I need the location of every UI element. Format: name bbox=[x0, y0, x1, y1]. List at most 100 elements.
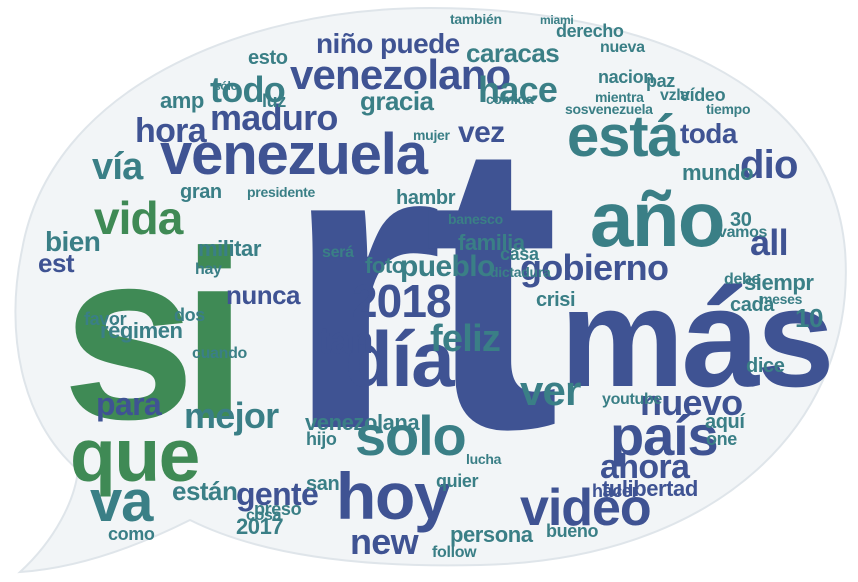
word-ver: ver bbox=[520, 367, 581, 414]
word-tambien: también bbox=[450, 11, 502, 27]
word-meses: meses bbox=[760, 291, 803, 307]
word-solo-small: sólo bbox=[214, 79, 238, 93]
speech-bubble-outline bbox=[14, 6, 847, 574]
word-all: all bbox=[750, 222, 789, 263]
word-bien: bien bbox=[45, 226, 101, 257]
word-mejor: mejor bbox=[184, 395, 279, 436]
word-video: video bbox=[520, 479, 652, 537]
word-militar: militar bbox=[198, 236, 261, 261]
word-cuando: cuando bbox=[192, 345, 247, 362]
word-one: one bbox=[706, 429, 737, 449]
word-favor: favor bbox=[84, 309, 127, 329]
word-mujer: mujer bbox=[413, 127, 450, 143]
word-caracas: caracas bbox=[466, 38, 560, 68]
word-dice: dice bbox=[746, 355, 785, 377]
word-paz: paz bbox=[646, 71, 675, 91]
word-toda: toda bbox=[680, 118, 737, 149]
word-como: como bbox=[108, 524, 155, 544]
word-banesco: banesco bbox=[448, 211, 503, 227]
word-tiempo: tiempo bbox=[706, 101, 751, 117]
word-foto: foto bbox=[365, 253, 405, 278]
word-vida: vida bbox=[94, 192, 183, 244]
word-hace: hace bbox=[478, 69, 558, 110]
word-mundo: mundo bbox=[682, 160, 754, 185]
word-aqui: aquí bbox=[705, 411, 745, 433]
word-ahora: ahora bbox=[600, 448, 690, 486]
word-dia: día bbox=[345, 315, 455, 403]
word-siempr: siempr bbox=[744, 270, 814, 295]
word-todo: todo bbox=[210, 69, 286, 110]
word-comida: comida bbox=[486, 91, 534, 107]
word-rt: rt bbox=[284, 56, 560, 514]
word-solo: solo bbox=[355, 404, 467, 467]
word-hambr: hambr bbox=[396, 187, 456, 209]
word-venezolano: venezolano bbox=[290, 51, 511, 98]
word-pais: país bbox=[610, 404, 719, 467]
word-luz: luz bbox=[262, 91, 286, 111]
word-tulibertad: tulibertad bbox=[602, 476, 698, 501]
word-regimen: régimen bbox=[100, 318, 183, 343]
word-quier: quier bbox=[436, 471, 479, 491]
word-sosvenezuela: sosvenezuela bbox=[565, 101, 653, 117]
word-esta: está bbox=[567, 104, 680, 169]
word-via-left: vía bbox=[92, 146, 143, 188]
word-estan: están bbox=[172, 476, 238, 506]
word-2017: 2017 bbox=[236, 514, 284, 539]
word-ano: año bbox=[590, 175, 726, 263]
word-gran: gran bbox=[180, 181, 222, 203]
word-amp: amp bbox=[160, 88, 204, 113]
word-esto: esto bbox=[248, 47, 288, 69]
word-casa: casa bbox=[500, 244, 539, 264]
word-sera: será bbox=[322, 244, 354, 261]
word-cosa: cosa bbox=[246, 507, 282, 524]
word-hoy: hoy bbox=[336, 459, 451, 533]
word-bueno: bueno bbox=[546, 521, 599, 541]
word-puede: puede bbox=[380, 28, 460, 59]
word-mas: más bbox=[560, 259, 835, 416]
word-presidente: presidente bbox=[247, 184, 315, 200]
word-venezolana: venezolana bbox=[305, 410, 420, 435]
word-nunca: nunca bbox=[226, 280, 300, 310]
word-maduro: maduro bbox=[210, 97, 338, 138]
word-dictadura: dictadura bbox=[490, 264, 551, 280]
word-vzla: vzla bbox=[660, 87, 689, 104]
word-san: san bbox=[306, 473, 340, 495]
word-debe: debe bbox=[724, 271, 761, 288]
word-tan: tan bbox=[318, 320, 373, 362]
word-que: que bbox=[70, 413, 200, 497]
word-nacion: nacion bbox=[598, 67, 654, 87]
word-persona: persona bbox=[450, 522, 533, 547]
word-gobierno: gobierno bbox=[520, 247, 669, 288]
word-est: est bbox=[38, 248, 75, 278]
word-follow: follow bbox=[432, 544, 477, 561]
word-hijo: hijo bbox=[306, 429, 337, 449]
word-youtube: youtube bbox=[602, 391, 662, 408]
word-preso: preso bbox=[254, 499, 302, 519]
word-vamos: vamos bbox=[718, 224, 768, 241]
word-nueva: nueva bbox=[600, 39, 645, 56]
word-nino: niño bbox=[316, 28, 373, 59]
word-mientra: mientra bbox=[595, 89, 644, 105]
word-lucha: lucha bbox=[466, 451, 502, 467]
word-gente: gente bbox=[236, 476, 319, 512]
word-hay: hay bbox=[195, 261, 222, 278]
word-video-small: vídeo bbox=[680, 85, 726, 105]
word-para: para bbox=[96, 386, 162, 422]
word-cada: cada bbox=[730, 294, 774, 316]
word-miami: miami bbox=[540, 13, 574, 27]
word-2018: 2018 bbox=[352, 275, 452, 327]
word-dio: dio bbox=[740, 143, 798, 187]
word-familia: familia bbox=[458, 230, 525, 255]
word-venezuela: venezuela bbox=[160, 122, 428, 187]
word-derecho: derecho bbox=[556, 21, 624, 41]
word-10: 10 bbox=[795, 303, 823, 333]
word-new: new bbox=[350, 521, 419, 562]
word-va-bottom: va bbox=[90, 469, 153, 534]
word-hacer: hacer bbox=[592, 481, 639, 501]
word-30: 30 bbox=[730, 209, 752, 231]
word-gracia: gracia bbox=[360, 86, 434, 116]
word-hora: hora bbox=[135, 112, 207, 150]
word-nuevo: nuevo bbox=[640, 382, 743, 423]
word-pueblo: pueblo bbox=[400, 250, 495, 283]
